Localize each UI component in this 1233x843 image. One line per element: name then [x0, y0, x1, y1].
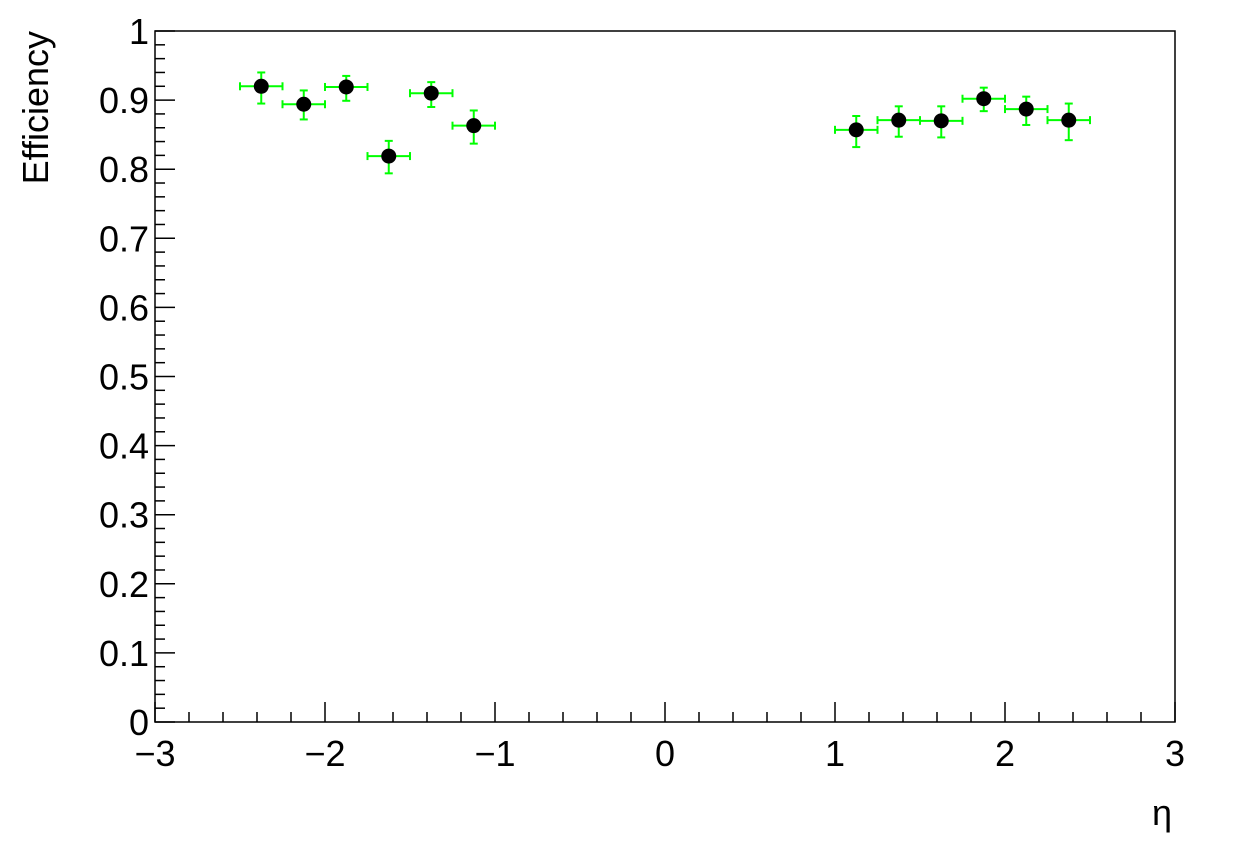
y-tick-label: 0.6 — [99, 287, 149, 328]
y-tick-label: 0.1 — [99, 633, 149, 674]
data-point — [324, 74, 369, 102]
y-tick-label: 0.4 — [99, 426, 149, 467]
data-point — [1046, 102, 1091, 142]
x-tick-label: 0 — [655, 733, 675, 774]
point-marker — [1061, 112, 1077, 128]
y-tick-label: 0.5 — [99, 357, 149, 398]
y-tick-label: 0.8 — [99, 149, 149, 190]
data-point — [366, 139, 411, 175]
point-marker — [296, 96, 312, 112]
x-axis: −3 −2 −1 0 1 2 3 — [134, 702, 1185, 774]
y-tick-label: 1 — [129, 11, 149, 52]
point-marker — [253, 78, 269, 94]
point-marker — [976, 91, 992, 107]
data-point — [876, 105, 921, 138]
y-axis-title: Efficiency — [15, 31, 56, 184]
point-marker — [381, 148, 397, 164]
x-tick-label: −3 — [134, 733, 175, 774]
data-point — [281, 89, 326, 121]
x-tick-label: 1 — [825, 733, 845, 774]
y-tick-label: 0.3 — [99, 495, 149, 536]
y-axis: 0 0.1 0.2 0.3 0.4 0.5 0.6 0.7 0.8 0.9 1 — [99, 11, 175, 743]
data-point — [409, 81, 454, 109]
x-tick-label: −2 — [304, 733, 345, 774]
point-marker — [848, 122, 864, 138]
data-point — [961, 86, 1006, 113]
y-tick-label: 0.2 — [99, 564, 149, 605]
data-point — [1004, 95, 1049, 126]
y-tick-label: 0 — [129, 702, 149, 743]
point-marker — [466, 118, 482, 134]
point-marker — [1018, 101, 1034, 117]
data-point — [834, 114, 879, 149]
x-tick-label: −1 — [474, 733, 515, 774]
x-axis-title: η — [1152, 792, 1172, 833]
x-tick-label: 3 — [1165, 733, 1185, 774]
data-points — [239, 71, 1091, 175]
y-tick-label: 0.7 — [99, 218, 149, 259]
point-marker — [423, 85, 439, 101]
x-tick-label: 2 — [995, 733, 1015, 774]
point-marker — [933, 113, 949, 129]
y-tick-label: 0.9 — [99, 80, 149, 121]
point-marker — [338, 79, 354, 95]
data-point — [239, 71, 284, 105]
data-point — [919, 105, 964, 139]
data-point — [451, 109, 496, 145]
point-marker — [891, 112, 907, 128]
